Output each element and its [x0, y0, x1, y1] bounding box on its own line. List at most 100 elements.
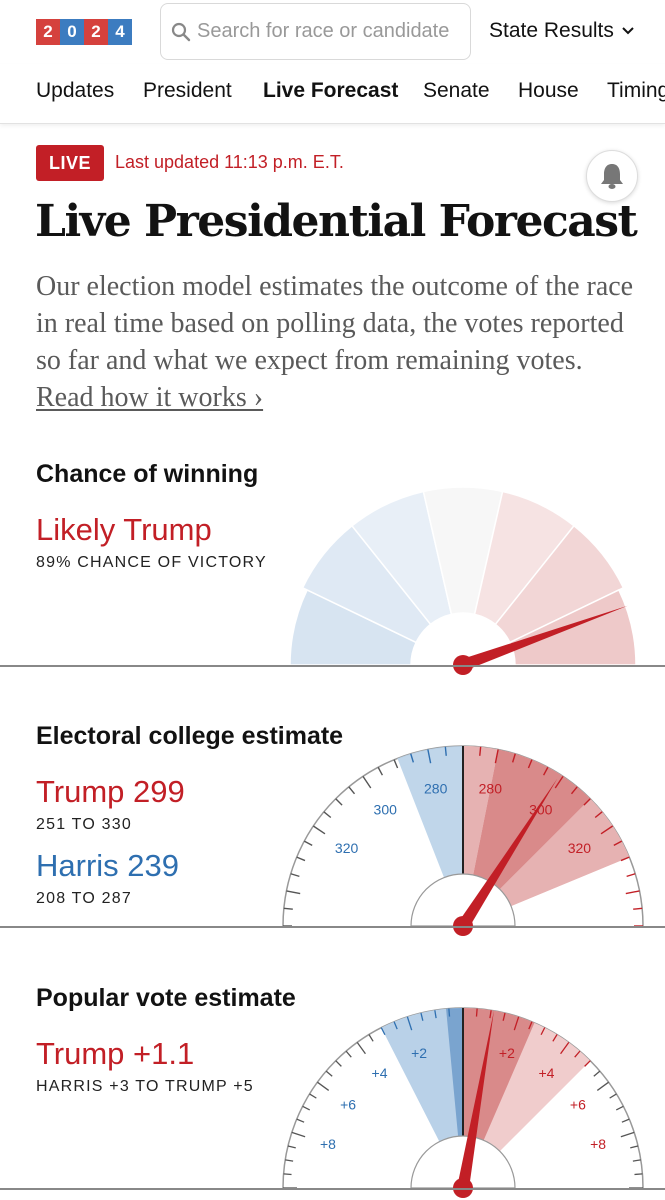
nav-item-house[interactable]: House	[518, 79, 579, 102]
nav-item-updates[interactable]: Updates	[36, 79, 115, 102]
electoral-tick	[290, 873, 300, 878]
read-how-it-works-link[interactable]: Read how it works ›	[36, 382, 264, 413]
electoral-tick-label: 280	[479, 781, 503, 797]
popular-tick	[356, 1041, 366, 1055]
page-description: Our election model estimates the outcome…	[36, 268, 636, 416]
popular-tick	[502, 1012, 506, 1021]
live-badge: LIVE	[36, 145, 104, 181]
trump-band-mid	[463, 746, 499, 875]
logo-digit: 2	[36, 19, 60, 45]
popular-tick	[309, 1093, 317, 1099]
electoral-tick	[583, 798, 591, 806]
popular-tick	[513, 1016, 520, 1031]
nav-item-timing[interactable]: Timing	[607, 79, 665, 102]
harris-band	[397, 746, 463, 878]
electoral-tick-label: 320	[568, 840, 592, 856]
nav-item-senate[interactable]: Senate	[423, 79, 490, 102]
electoral-tick-label: 320	[335, 840, 359, 856]
electoral-tick	[626, 873, 636, 878]
popular-tick	[420, 1012, 424, 1021]
description-text: Our election model estimates the outcome…	[36, 271, 634, 376]
popular-tick-label: +8	[590, 1136, 606, 1152]
popular-tick	[448, 1008, 451, 1017]
page-title: Live Presidential Forecast	[35, 196, 638, 247]
popular-tick	[620, 1131, 635, 1138]
popular-tick-label: +6	[340, 1097, 356, 1113]
popular-tick	[574, 1050, 581, 1058]
electoral-tick	[444, 746, 447, 756]
electoral-tick	[286, 890, 301, 895]
state-results-dropdown[interactable]: State Results	[489, 19, 634, 43]
popular-tick	[325, 1070, 333, 1077]
search-icon	[171, 22, 191, 41]
popular-tick	[393, 1021, 398, 1030]
popular-headline: Trump +1.1	[36, 1036, 195, 1071]
popular-tick	[528, 1021, 533, 1030]
electoral-tick	[362, 775, 372, 789]
popular-tick	[302, 1105, 311, 1111]
popular-tick	[283, 1173, 292, 1176]
electoral-tick	[348, 786, 356, 795]
popular-tick	[335, 1060, 342, 1067]
electoral-tick	[410, 753, 415, 763]
logo-2024[interactable]: 2 0 2 4	[36, 19, 132, 45]
electoral-tick	[600, 825, 614, 835]
electoral-harris-range: 208 TO 287	[36, 890, 132, 907]
popular-tick	[475, 1008, 478, 1017]
logo-digit: 4	[108, 19, 132, 45]
electoral-tick	[312, 825, 326, 835]
search-placeholder: Search for race or candidate	[197, 20, 450, 42]
popular-vote-gauge: +2 +2 +4 +4 +6 +6 +8 +8	[282, 1007, 644, 1198]
section-nav: Updates President Live Forecast Senate H…	[0, 64, 665, 124]
popular-tick	[609, 1093, 617, 1099]
electoral-section-title: Electoral college estimate	[36, 722, 344, 750]
electoral-tick	[594, 811, 603, 819]
electoral-tick-label: 300	[374, 802, 398, 818]
popular-tick	[296, 1118, 305, 1123]
popular-tick	[368, 1034, 374, 1042]
chevron-down-icon	[622, 27, 634, 35]
popular-tick-label: +6	[570, 1097, 586, 1113]
electoral-tick	[479, 746, 482, 756]
logo-digit: 0	[60, 19, 84, 45]
popular-tick	[345, 1050, 352, 1058]
nav-item-live-forecast[interactable]: Live Forecast	[263, 79, 399, 102]
popular-tick	[285, 1159, 294, 1162]
electoral-tick	[283, 907, 293, 910]
last-updated: Last updated 11:13 p.m. E.T.	[115, 152, 344, 172]
popular-tick	[596, 1081, 610, 1091]
popular-tick	[291, 1131, 306, 1138]
electoral-tick-label: 280	[424, 781, 448, 797]
popular-tick	[287, 1145, 296, 1149]
popular-tick	[632, 1159, 641, 1162]
electoral-tick	[303, 840, 313, 847]
harris-band	[381, 1008, 463, 1142]
electoral-tick	[527, 759, 533, 769]
popular-tick	[540, 1027, 546, 1036]
popular-needle	[457, 1010, 494, 1190]
popular-tick-label: +2	[411, 1045, 427, 1061]
electoral-needle	[457, 778, 558, 930]
popular-tick	[434, 1010, 437, 1019]
state-results-label: State Results	[489, 19, 614, 42]
divider	[0, 665, 665, 667]
nav-item-president[interactable]: President	[143, 79, 232, 102]
chance-gauge	[289, 486, 637, 675]
popular-tick	[615, 1105, 624, 1111]
electoral-tick	[620, 856, 630, 862]
popular-tick-label: +2	[499, 1045, 515, 1061]
divider	[0, 1188, 665, 1190]
electoral-tick	[633, 907, 643, 910]
electoral-tick	[613, 840, 623, 847]
electoral-tick	[296, 856, 306, 862]
search-input[interactable]: Search for race or candidate	[160, 3, 471, 60]
electoral-tick	[625, 890, 640, 895]
trump-band-mid	[499, 798, 630, 907]
popular-tick	[634, 1173, 643, 1176]
popular-range: HARRIS +3 TO TRUMP +5	[36, 1078, 254, 1095]
popular-tick	[552, 1034, 558, 1042]
notification-bell-button[interactable]	[586, 150, 638, 202]
chance-section-title: Chance of winning	[36, 460, 259, 488]
electoral-harris-estimate: Harris 239	[36, 848, 179, 883]
